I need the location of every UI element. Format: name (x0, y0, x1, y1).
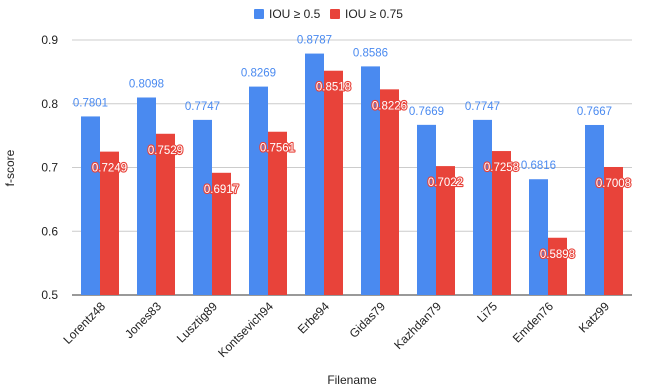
bar-iou-0-75 (492, 151, 511, 295)
x-tick-label: Jones83 (122, 299, 164, 341)
legend-swatch-series-0 (254, 9, 264, 19)
legend-label-series-1: IOU ≥ 0.75 (345, 7, 403, 21)
x-tick-label: Emden76 (510, 299, 556, 345)
value-labels: 0.7801 0.7249 0.8098 0.7529 0.7747 0.6917 0.82… (73, 35, 632, 262)
value-label-iou-0-75: 0.7249 (92, 163, 127, 175)
bar-iou-0-5 (249, 86, 268, 295)
x-tick-label: Kazhdan79 (391, 299, 444, 352)
x-axis-title: Filename (327, 373, 377, 387)
bar-iou-0-75 (212, 172, 231, 295)
value-label-iou-0-5: 0.7747 (185, 101, 220, 113)
x-tick-label: Lorentz48 (60, 299, 108, 347)
bars (81, 53, 623, 295)
bar-iou-0-5 (305, 53, 324, 295)
value-label-iou-0-5: 0.8586 (353, 47, 388, 59)
bar-iou-0-5 (417, 124, 436, 295)
value-label-iou-0-75: 0.7561 (260, 143, 295, 155)
value-label-iou-0-5: 0.8269 (241, 68, 276, 80)
y-axis-title: f-score (3, 149, 17, 186)
value-label-iou-0-5: 0.7667 (577, 106, 612, 118)
bar-iou-0-5 (81, 116, 100, 295)
bar-iou-0-5 (137, 97, 156, 295)
x-tick-label: Erbe94 (295, 299, 332, 336)
y-tick-label: 0.9 (41, 33, 58, 47)
legend: IOU ≥ 0.5 IOU ≥ 0.75 (254, 7, 403, 21)
value-label-iou-0-75: 0.7258 (484, 162, 519, 174)
bar-iou-0-5 (529, 179, 548, 295)
x-tick-label: Li75 (474, 299, 500, 325)
bar-iou-0-5 (585, 124, 604, 295)
value-label-iou-0-75: 0.5898 (540, 249, 575, 261)
y-tick-label: 0.5 (41, 288, 58, 302)
bar-iou-0-75 (324, 70, 343, 295)
bar-iou-0-75 (268, 131, 287, 295)
value-label-iou-0-75: 0.7008 (596, 178, 631, 190)
bar-iou-0-75 (156, 133, 175, 295)
y-tick-label: 0.7 (41, 161, 58, 175)
value-label-iou-0-75: 0.7022 (428, 177, 463, 189)
value-label-iou-0-5: 0.6816 (521, 160, 556, 172)
value-label-iou-0-5: 0.7669 (409, 106, 444, 118)
value-label-iou-0-5: 0.8098 (129, 79, 164, 91)
value-label-iou-0-5: 0.7801 (73, 97, 108, 109)
value-label-iou-0-5: 0.7747 (465, 101, 500, 113)
bar-iou-0-75 (380, 89, 399, 295)
x-tick-label: Lusztig89 (174, 299, 220, 345)
bar-iou-0-5 (193, 119, 212, 295)
value-label-iou-0-75: 0.8518 (316, 82, 351, 94)
value-label-iou-0-75: 0.6917 (204, 184, 239, 196)
x-tick-label: Kontsevich94 (215, 299, 276, 360)
y-tick-label: 0.8 (41, 97, 58, 111)
y-axis-ticks: 0.5 0.6 0.7 0.8 0.9 (41, 33, 58, 302)
bar-iou-0-75 (436, 166, 455, 295)
value-label-iou-0-5: 0.8787 (297, 35, 332, 47)
legend-swatch-series-1 (330, 9, 340, 19)
legend-label-series-0: IOU ≥ 0.5 (269, 7, 321, 21)
x-tick-label: Katz99 (576, 299, 613, 336)
value-label-iou-0-75: 0.8226 (372, 100, 407, 112)
x-tick-label: Gidas79 (347, 299, 389, 341)
bar-iou-0-75 (100, 151, 119, 295)
bar-iou-0-5 (361, 66, 380, 295)
bar-iou-0-75 (548, 237, 567, 295)
bar-iou-0-5 (473, 119, 492, 295)
y-tick-label: 0.6 (41, 224, 58, 238)
bar-iou-0-75 (604, 166, 623, 295)
value-label-iou-0-75: 0.7529 (148, 145, 183, 157)
